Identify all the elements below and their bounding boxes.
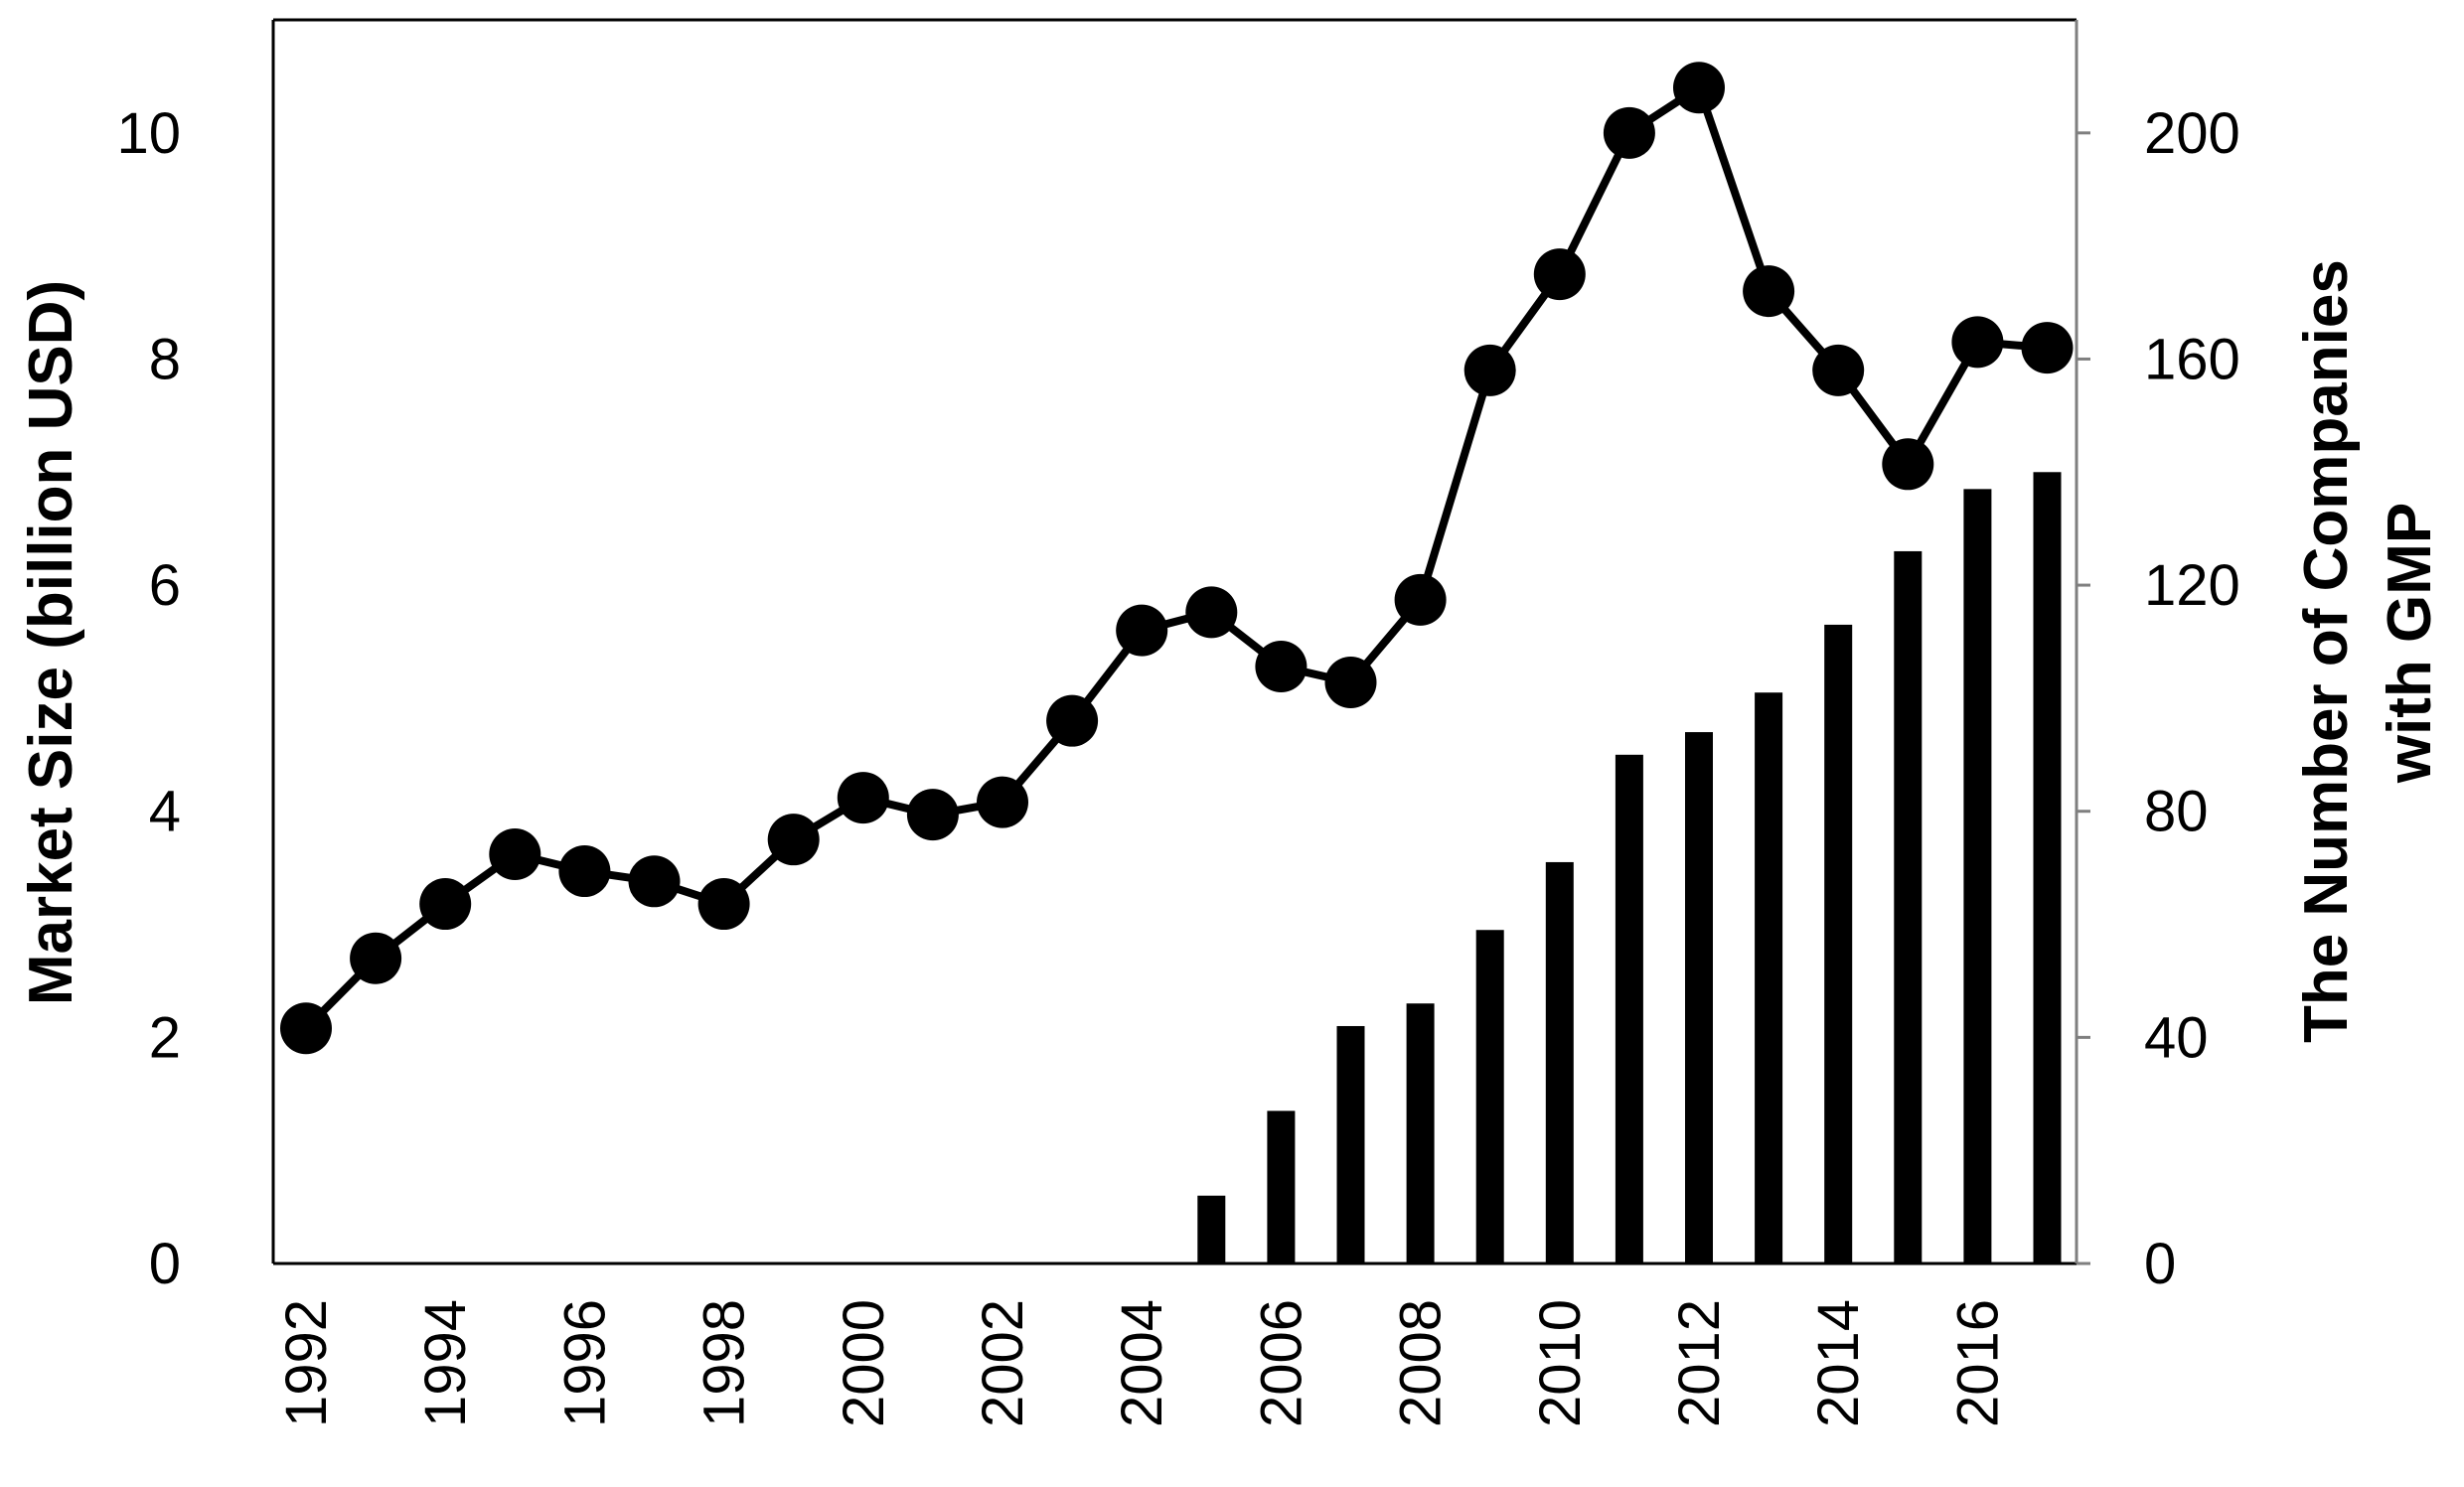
tick-labels: 0 2 4 6 8 10 0 40 80 120 160 200 1992 1994 1996 1998 200… [116, 101, 2239, 1427]
x-tick-label-2008: 2008 [1389, 1299, 1454, 1427]
y-axis-title-right: The Number of Companies with GMP [2292, 242, 2444, 1043]
market-size-point-2008 [1394, 573, 1447, 626]
x-tick-label-1992: 1992 [274, 1299, 339, 1427]
y-left-tick-label-0: 0 [149, 1232, 181, 1296]
market-size-point-1993 [350, 932, 402, 984]
bar-2011 [1615, 754, 1643, 1264]
x-tick-label-2000: 2000 [832, 1299, 896, 1427]
bar-2015 [1894, 550, 1923, 1264]
market-size-point-1998 [697, 878, 750, 931]
x-tick-label-1998: 1998 [693, 1299, 757, 1427]
y-left-tick-label-10: 10 [116, 101, 181, 166]
y-right-tick-label-0: 0 [2144, 1232, 2176, 1296]
bar-2009 [1475, 930, 1504, 1264]
market-size-point-2006 [1255, 641, 1308, 693]
bar-2014 [1824, 624, 1853, 1264]
x-tick-label-2006: 2006 [1249, 1299, 1313, 1427]
market-size-point-2009 [1463, 344, 1516, 396]
market-size-point-2003 [1046, 694, 1099, 747]
market-size-point-1992 [280, 1002, 332, 1055]
y-left-tick-label-4: 4 [149, 780, 181, 844]
x-tick-label-2012: 2012 [1667, 1299, 1732, 1427]
y-left-tick-label-2: 2 [149, 1005, 181, 1070]
market-size-point-2000 [837, 772, 889, 824]
x-tick-label-2016: 2016 [1945, 1299, 2010, 1427]
bar-2007 [1336, 1025, 1365, 1264]
bar-2017 [2033, 472, 2062, 1264]
market-size-point-2010 [1533, 248, 1586, 301]
x-tick-label-2002: 2002 [971, 1299, 1035, 1427]
y-left-tick-label-6: 6 [149, 553, 181, 618]
y-right-tick-label-160: 160 [2144, 327, 2240, 391]
x-tick-label-2014: 2014 [1806, 1299, 1871, 1427]
bar-2006 [1267, 1111, 1296, 1264]
bar-2012 [1685, 732, 1713, 1264]
market-size-point-2001 [906, 789, 959, 841]
market-size-point-1996 [558, 845, 611, 898]
y-right-tick-label-120: 120 [2144, 553, 2240, 618]
x-tick-label-1994: 1994 [413, 1299, 478, 1427]
market-size-point-2004 [1116, 604, 1168, 657]
market-size-point-1994 [419, 878, 472, 931]
y-right-tick-label-200: 200 [2144, 101, 2240, 166]
bar-2008 [1406, 1003, 1435, 1264]
bar-2005 [1197, 1195, 1226, 1264]
x-tick-label-2004: 2004 [1110, 1299, 1174, 1427]
line-series [280, 62, 2074, 1055]
x-tick-label-2010: 2010 [1528, 1299, 1593, 1427]
market-size-point-2013 [1743, 265, 1795, 318]
y-left-tick-label-8: 8 [149, 327, 181, 391]
y-right-tick-label-80: 80 [2144, 780, 2209, 844]
bar-2013 [1755, 692, 1783, 1264]
y-axis-title-right-line1: The Number of Companies [2292, 259, 2361, 1043]
market-size-point-2014 [1812, 344, 1865, 396]
x-tick-label-1996: 1996 [552, 1299, 617, 1427]
bar-series [1197, 472, 2062, 1264]
market-size-point-2002 [977, 776, 1028, 828]
bar-2016 [1963, 489, 1992, 1264]
bar-2010 [1545, 861, 1574, 1264]
y-axis-title-right-line2: with GMP [2376, 503, 2444, 784]
market-size-point-1999 [767, 814, 820, 866]
market-size-point-2017 [2021, 322, 2074, 374]
market-size-point-2015 [1882, 438, 1934, 491]
market-size-point-1997 [628, 855, 681, 908]
market-size-point-2012 [1673, 62, 1725, 114]
market-size-point-2005 [1185, 586, 1238, 639]
y-right-tick-label-40: 40 [2144, 1005, 2209, 1070]
market-size-point-2011 [1603, 106, 1655, 159]
y-axis-title-left: Market Size (billion USD) [17, 280, 85, 1005]
market-size-point-1995 [489, 827, 541, 880]
market-size-point-2007 [1324, 656, 1377, 708]
axes [271, 18, 2090, 1265]
market-size-point-2016 [1951, 316, 2004, 369]
